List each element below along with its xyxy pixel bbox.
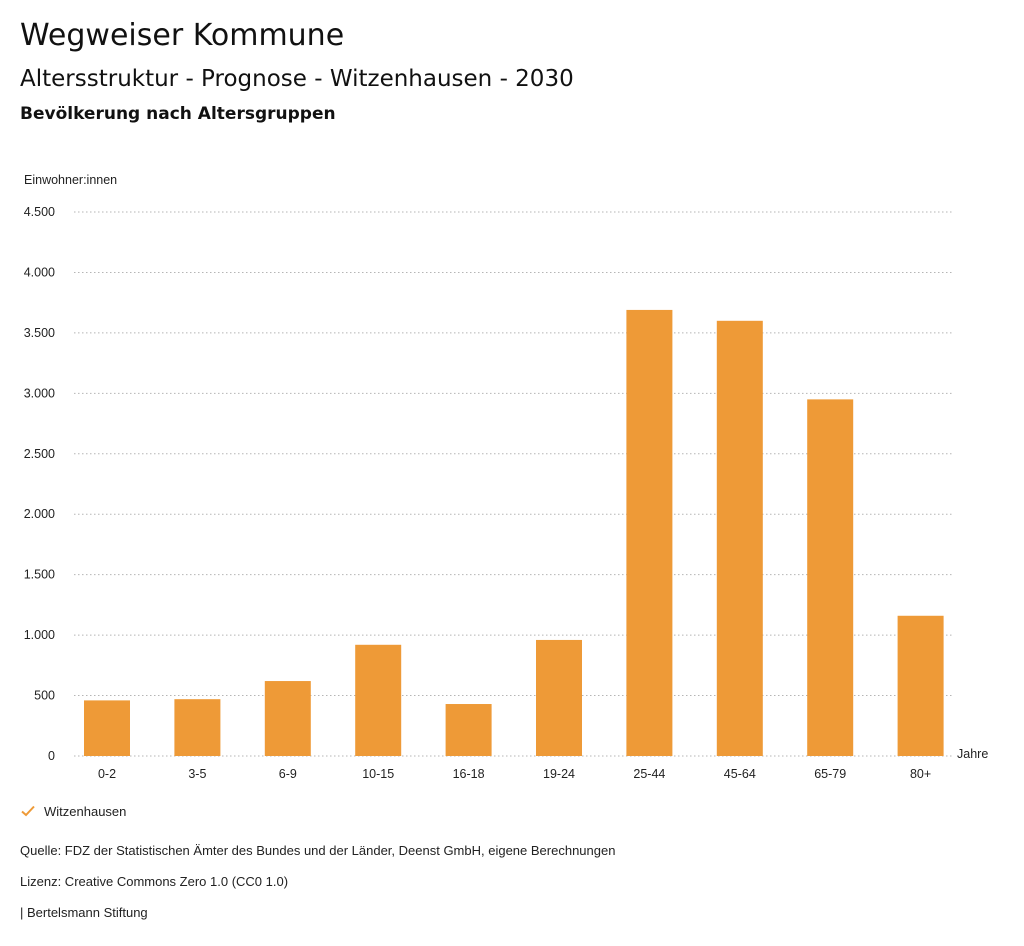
x-tick-label: 6-9 — [279, 767, 297, 781]
y-tick-label: 0 — [48, 749, 55, 763]
y-tick-label: 2.500 — [24, 447, 55, 461]
bar-80+[interactable] — [897, 615, 944, 756]
x-tick-label: 16-18 — [453, 767, 485, 781]
bar-65-79[interactable] — [807, 399, 854, 756]
y-tick-label: 1.500 — [24, 568, 55, 582]
bar-25-44[interactable] — [626, 309, 673, 756]
x-tick-label: 45-64 — [724, 767, 756, 781]
x-tick-label: 25-44 — [633, 767, 665, 781]
y-tick-label: 1.000 — [24, 628, 55, 642]
bar-10-15[interactable] — [355, 644, 402, 756]
grid-lines — [74, 211, 953, 757]
chart-section-title: Bevölkerung nach Altersgruppen — [20, 104, 336, 124]
bar-3-5[interactable] — [174, 699, 221, 756]
y-axis-label: Einwohner:innen — [24, 173, 117, 187]
bars — [84, 309, 944, 756]
check-icon — [21, 805, 35, 817]
bar-0-2[interactable] — [84, 700, 130, 756]
y-tick-label: 2.000 — [24, 507, 55, 521]
license-note: Lizenz: Creative Commons Zero 1.0 (CC0 1… — [20, 874, 289, 889]
x-axis-label: Jahre — [957, 747, 988, 761]
bar-19-24[interactable] — [536, 639, 582, 756]
y-tick-label: 500 — [34, 689, 55, 703]
page-title: Wegweiser Kommune — [20, 18, 345, 53]
bar-6-9[interactable] — [264, 681, 311, 756]
y-tick-label: 3.000 — [24, 386, 55, 400]
publisher-note: | Bertelsmann Stiftung — [20, 905, 148, 920]
x-tick-label: 3-5 — [188, 767, 206, 781]
x-tick-labels: 0-2 3-5 6-9 10-15 16-18 19-24 25-44 45-64 65-79 8… — [98, 767, 931, 781]
y-tick-label: 4.500 — [24, 205, 55, 219]
bar-45-64[interactable] — [716, 320, 763, 756]
legend-item-witzenhausen[interactable]: Witzenhausen — [20, 803, 126, 819]
y-tick-labels: 0 500 1.000 1.500 2.000 2.500 3.000 3.500 4.000 4… — [24, 205, 55, 763]
bar-chart: Einwohner:innen 0 500 1.000 1.500 2.000 2.500… — [24, 173, 989, 781]
legend-label: Witzenhausen — [44, 803, 127, 819]
x-tick-label: 10-15 — [362, 767, 394, 781]
bar-16-18[interactable] — [445, 704, 492, 756]
source-note: Quelle: FDZ der Statistischen Ämter des … — [20, 843, 616, 858]
x-tick-label: 0-2 — [98, 767, 116, 781]
x-tick-label: 80+ — [910, 767, 931, 781]
x-tick-label: 19-24 — [543, 767, 575, 781]
chart-subtitle: Altersstruktur - Prognose - Witzenhausen… — [20, 66, 574, 92]
y-tick-label: 3.500 — [24, 326, 55, 340]
y-tick-label: 4.000 — [24, 265, 55, 279]
x-tick-label: 65-79 — [814, 767, 846, 781]
